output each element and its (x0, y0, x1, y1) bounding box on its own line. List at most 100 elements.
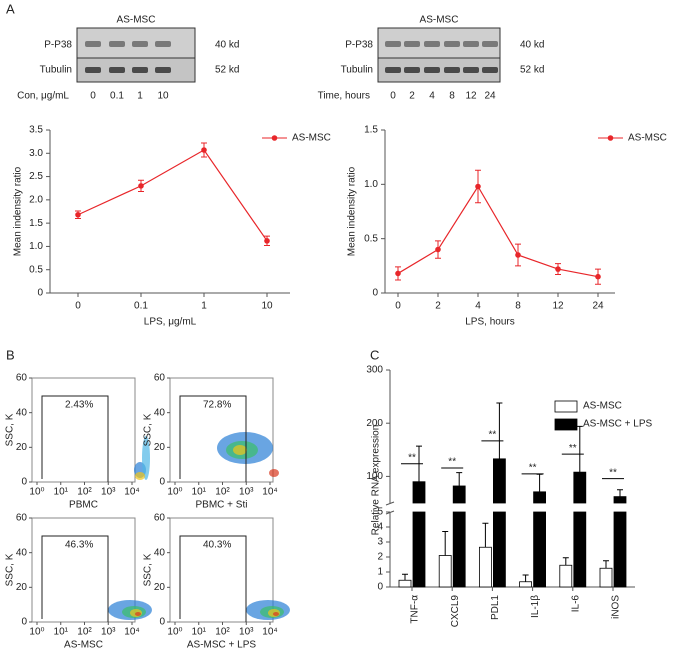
y-tick-label: 100 (366, 471, 383, 482)
x-tick-label: 10¹ (54, 627, 69, 638)
significance-label: ** (408, 452, 416, 463)
blot-band (444, 41, 460, 47)
blot-band (404, 67, 420, 73)
bar (533, 491, 546, 504)
legend-label: AS-MSC (292, 133, 331, 144)
y-tick-label: 1.5 (29, 218, 43, 229)
point (395, 270, 401, 277)
gate (179, 395, 247, 482)
y-tick-label: 40 (16, 407, 28, 418)
density-cloud (233, 445, 247, 455)
blot-band (482, 41, 498, 47)
legend-swatch (554, 418, 578, 431)
error-bar (562, 557, 569, 566)
x-axis-label: PBMC + Sti (196, 500, 248, 511)
x-tick-label: 10² (77, 487, 92, 498)
legend-label: AS-MSC (628, 133, 667, 144)
point (75, 211, 81, 218)
point (595, 273, 601, 280)
blot-band (482, 67, 498, 73)
y-tick-label: 0 (377, 582, 383, 593)
blot-lane-label: 24 (484, 91, 496, 102)
blot-lane-label: 1 (137, 91, 143, 102)
blot-band (424, 41, 440, 47)
x-axis-label: AS-MSC + LPS (187, 640, 257, 651)
bar (519, 581, 532, 588)
x-tick-label: 10⁴ (124, 627, 139, 638)
blot-lane-title: Con, μg/mL (17, 91, 69, 102)
blot-band (132, 67, 148, 73)
x-tick-label: 0.1 (134, 301, 148, 312)
x-tick-label: IL-1β (530, 595, 541, 618)
x-tick-label: IL-6 (570, 595, 581, 613)
blot-lane-label: 10 (157, 91, 169, 102)
gate (41, 395, 109, 482)
axis-break (385, 501, 395, 506)
y-tick-label: 20 (154, 442, 166, 453)
blot-title: AS-MSC (117, 15, 156, 26)
panel-label: C (370, 347, 379, 362)
bar (412, 481, 426, 504)
x-axis-label: AS-MSC (64, 640, 103, 651)
blot-size-label: 52 kd (215, 65, 239, 76)
x-tick-label: PDL1 (490, 595, 501, 620)
blot-band (132, 41, 148, 47)
y-tick-label: 0 (159, 617, 165, 628)
x-axis-label: LPS, hours (465, 317, 514, 328)
bar (412, 511, 426, 588)
gate-percent: 72.8% (203, 400, 231, 411)
x-tick-label: 10³ (101, 627, 116, 638)
blot-band (385, 67, 401, 73)
density-cloud (269, 469, 279, 477)
x-tick-label: 10⁰ (29, 487, 44, 498)
significance-label: ** (569, 443, 577, 454)
plot-frame (169, 377, 274, 483)
error-bar (496, 402, 503, 459)
plot-frame (31, 517, 136, 623)
x-tick-label: TNF-α (410, 595, 421, 624)
legend-swatch (554, 400, 578, 413)
blot-lane-label: 0 (390, 91, 396, 102)
blot-size-label: 40 kd (520, 40, 544, 51)
y-tick-label: 20 (16, 442, 28, 453)
x-tick-label: 4 (475, 301, 481, 312)
y-axis-label: SSC, K (5, 553, 16, 586)
bar (613, 496, 627, 504)
blot-band (463, 41, 479, 47)
density-cloud (273, 612, 279, 616)
density-cloud (135, 472, 145, 480)
y-axis-label: Mean indensity ratio (347, 166, 358, 256)
x-tick-label: 10⁴ (262, 627, 277, 638)
x-tick-label: 10⁴ (124, 487, 139, 498)
bar (599, 567, 613, 588)
x-tick-label: 10¹ (54, 487, 69, 498)
blot-band (404, 41, 420, 47)
y-tick-label: 0 (159, 477, 165, 488)
y-tick-label: 1 (377, 567, 383, 578)
y-tick-label: 0 (37, 288, 43, 299)
significance-label: ** (448, 457, 456, 468)
blot-lane-label: 8 (449, 91, 455, 102)
y-tick-label: 60 (16, 513, 28, 524)
x-tick-label: 10³ (239, 487, 254, 498)
gate-percent: 46.3% (65, 540, 93, 551)
density-cloud (135, 612, 141, 616)
blot-band (463, 67, 479, 73)
y-axis-label: Mean indensity ratio (13, 166, 24, 256)
point (138, 183, 144, 189)
x-axis-label: PBMC (69, 500, 98, 511)
y-tick-label: 3.0 (29, 148, 43, 159)
blot-lane-label: 2 (409, 91, 415, 102)
blot-size-label: 40 kd (215, 40, 239, 51)
error-bar (576, 425, 583, 473)
y-tick-label: 2.0 (29, 194, 43, 205)
significance-label: ** (529, 462, 537, 473)
bar (452, 485, 466, 504)
bar (478, 546, 492, 588)
bar (613, 511, 627, 588)
bar (398, 579, 412, 588)
blot-lane-label: 0 (90, 91, 96, 102)
x-tick-label: 0 (75, 301, 81, 312)
blot-row-label: Tubulin (341, 65, 373, 76)
